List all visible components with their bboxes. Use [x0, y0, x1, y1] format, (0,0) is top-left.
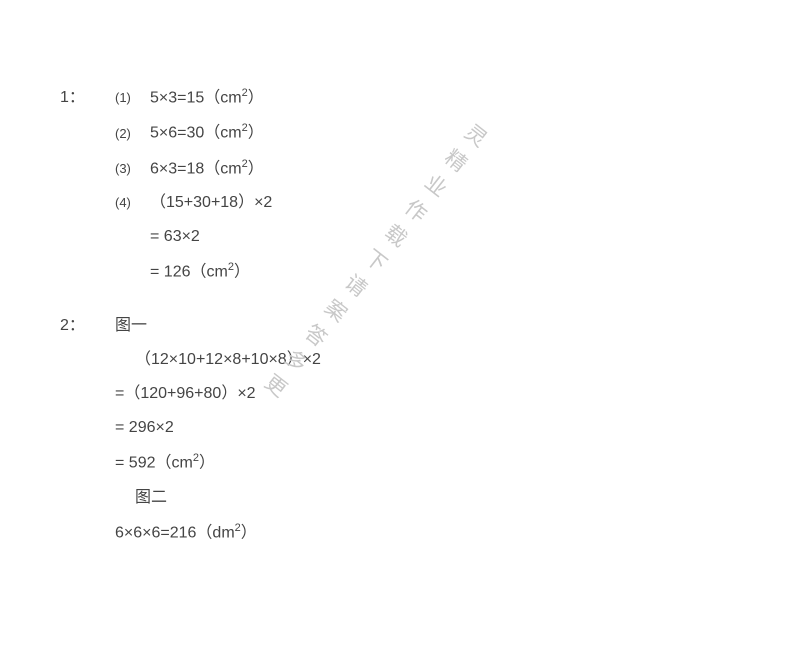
expression: 5×6=30（cm2） [150, 120, 264, 145]
p2-fig2-expr: 6×6×6=216（dm2） [60, 520, 321, 545]
p2-fig1-step-2: = 296×2 [60, 416, 321, 440]
expression: 5×3=15（cm2） [150, 85, 264, 110]
figure-label: 图二 [135, 486, 167, 510]
step: = 63×2 [150, 225, 200, 249]
p2-fig1-expr: （12×10+12×8+10×8）×2 [60, 348, 321, 372]
math-solution-content: 1： (1) 5×3=15（cm2） (2) 5×6=30（cm2） (3) 6… [60, 85, 321, 575]
step: = 296×2 [115, 416, 174, 440]
watermark-char: 请 [339, 267, 374, 304]
step: =（120+96+80）×2 [115, 382, 256, 406]
watermark-char: 载 [379, 217, 414, 254]
expression: （12×10+12×8+10×8）×2 [135, 348, 321, 372]
watermark-char: 案 [319, 292, 354, 329]
p2-fig2-label: 图二 [60, 486, 321, 510]
expression: 6×3=18（cm2） [150, 156, 264, 181]
p2-fig1-step-1: =（120+96+80）×2 [60, 382, 321, 406]
watermark-char: 下 [359, 242, 394, 279]
p2-fig1-label: 2： 图一 [60, 314, 321, 338]
expression: 6×6×6=216（dm2） [115, 520, 257, 545]
sub-label: (4) [115, 193, 150, 213]
watermark-char: 作 [399, 192, 434, 229]
problem-1: 1： (1) 5×3=15（cm2） (2) 5×6=30（cm2） (3) 6… [60, 85, 321, 284]
problem-label: 1： [60, 86, 115, 110]
watermark-char: 业 [419, 167, 454, 204]
problem-label: 2： [60, 314, 115, 338]
p1-item-1: 1： (1) 5×3=15（cm2） [60, 85, 321, 110]
p1-item-3: (3) 6×3=18（cm2） [60, 156, 321, 181]
step: = 126（cm2） [150, 259, 250, 284]
problem-2: 2： 图一 （12×10+12×8+10×8）×2 =（120+96+80）×2… [60, 314, 321, 545]
watermark-char: 精 [439, 142, 474, 179]
sub-label: (2) [115, 124, 150, 144]
p2-fig1-step-3: = 592（cm2） [60, 450, 321, 475]
figure-label: 图一 [115, 314, 147, 338]
p1-item-2: (2) 5×6=30（cm2） [60, 120, 321, 145]
sub-label: (3) [115, 159, 150, 179]
p1-item-4: (4) （15+30+18）×2 [60, 191, 321, 215]
watermark-char: 灵 [459, 117, 494, 154]
step: = 592（cm2） [115, 450, 215, 475]
p1-step-1: = 63×2 [60, 225, 321, 249]
expression: （15+30+18）×2 [150, 191, 272, 215]
sub-label: (1) [115, 88, 150, 108]
p1-step-2: = 126（cm2） [60, 259, 321, 284]
